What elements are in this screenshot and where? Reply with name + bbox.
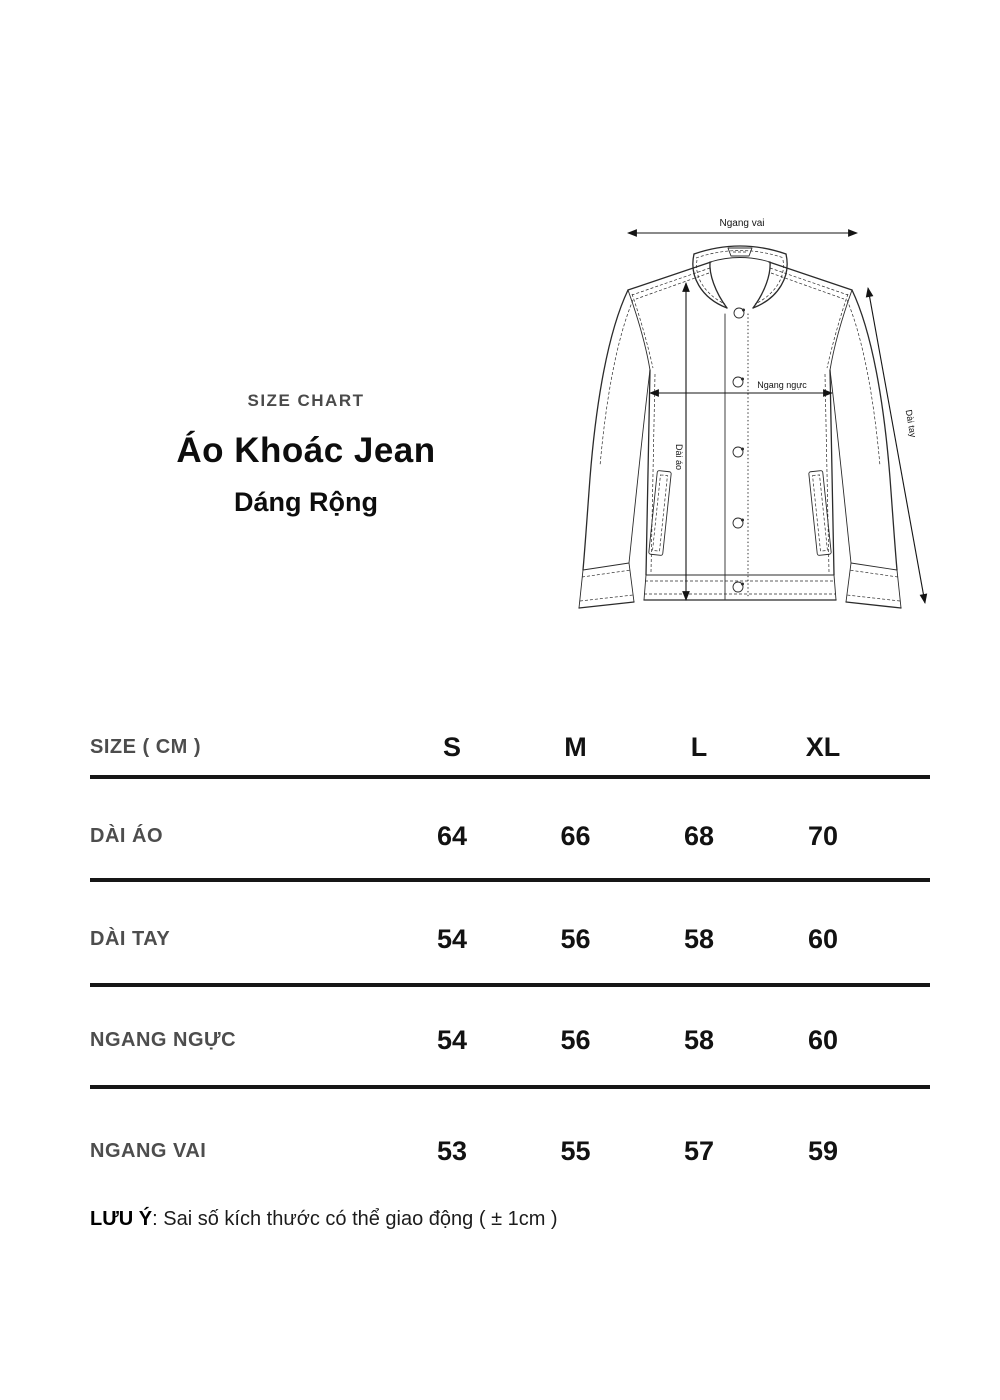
measurement-annotations: Ngang vai Ngang ngực Dài áo Dài tay — [627, 218, 928, 604]
size-col-l: L — [690, 732, 708, 762]
cell-value: 58 — [683, 1025, 715, 1055]
table-divider — [90, 1085, 930, 1089]
row-label: NGANG NGỰC — [90, 1029, 237, 1051]
jacket-length-label: Dài áo — [674, 444, 684, 470]
chest-width-label: Ngang ngực — [757, 380, 807, 390]
table-header-label: SIZE ( CM ) — [90, 736, 202, 758]
table-row-ngang-nguc: NGANG NGỰC 54 56 58 60 — [90, 1025, 885, 1055]
cell-value: 56 — [560, 1025, 591, 1055]
note-line: LƯU Ý: Sai số kích thước có thể giao độn… — [90, 1208, 558, 1231]
cell-value: 53 — [436, 1136, 468, 1166]
size-table: SIZE ( CM ) S M L XL DÀI ÁO 64 66 68 70 … — [90, 720, 930, 1200]
size-col-xl: XL — [805, 732, 841, 762]
shoulder-width-label: Ngang vai — [719, 218, 764, 229]
cell-value: 70 — [807, 821, 839, 851]
row-label: DÀI ÁO — [90, 825, 163, 847]
cell-value: 68 — [683, 821, 715, 851]
table-divider — [90, 878, 930, 882]
cell-value: 55 — [560, 1136, 591, 1166]
left-pocket — [648, 470, 672, 556]
table-row-ngang-vai: NGANG VAI 53 55 57 59 — [90, 1136, 885, 1166]
size-col-s: S — [442, 732, 461, 762]
cell-value: 66 — [560, 821, 591, 851]
cell-value: 58 — [683, 924, 715, 954]
row-label: DÀI TAY — [90, 928, 171, 950]
buttons — [732, 307, 745, 593]
jacket-drawing — [578, 245, 902, 609]
cell-value: 64 — [436, 821, 468, 851]
jacket-diagram: Ngang vai Ngang ngực Dài áo Dài tay — [578, 218, 928, 609]
right-pocket — [808, 470, 832, 556]
page-title: Áo Khoác Jean — [176, 431, 436, 470]
sleeve-length-arrow — [865, 287, 928, 604]
note-text: : Sai số kích thước có thể giao động ( ±… — [152, 1208, 558, 1230]
cell-value: 57 — [683, 1136, 715, 1166]
row-label: NGANG VAI — [90, 1140, 207, 1162]
table-divider — [90, 983, 930, 987]
cell-value: 54 — [436, 1025, 468, 1055]
cell-value: 54 — [436, 924, 468, 954]
cell-value: 59 — [807, 1136, 839, 1166]
table-header-row: SIZE ( CM ) S M L XL — [90, 732, 885, 762]
cell-value: 60 — [807, 924, 839, 954]
eyebrow-label: SIZE CHART — [247, 391, 365, 410]
page-subtitle: Dáng Rộng — [234, 487, 378, 517]
table-row-dai-ao: DÀI ÁO 64 66 68 70 — [90, 821, 885, 851]
heading-block: SIZE CHART Áo Khoác Jean Dáng Rộng — [150, 391, 462, 518]
note-bold: LƯU Ý — [90, 1208, 153, 1230]
cell-value: 56 — [560, 924, 591, 954]
size-col-m: M — [564, 732, 587, 762]
table-divider — [90, 775, 930, 779]
cell-value: 60 — [807, 1025, 839, 1055]
sleeve-length-label: Dài tay — [904, 409, 919, 439]
table-row-dai-tay: DÀI TAY 54 56 58 60 — [90, 924, 885, 954]
